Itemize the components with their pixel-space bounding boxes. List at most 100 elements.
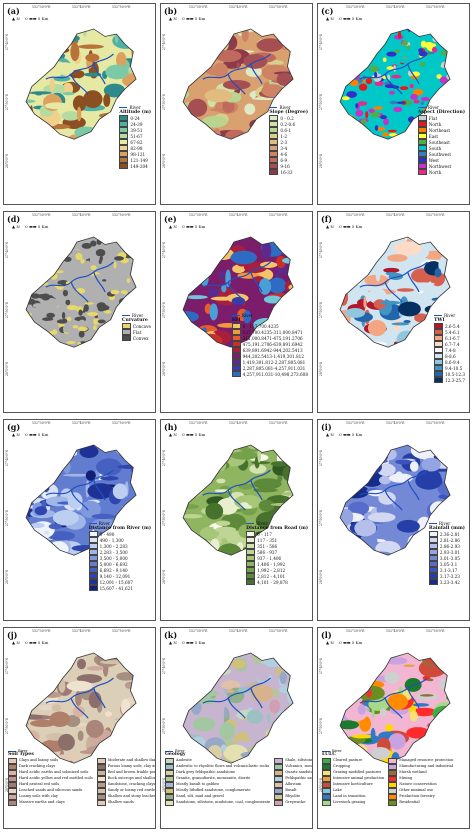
legend-item: 1,300 - 2,283 <box>88 543 151 550</box>
legend-item: 937 - 1,406 <box>246 555 308 562</box>
basin-map-i <box>339 444 451 556</box>
river-label: River <box>279 105 291 110</box>
legend-i: River Rainfall (mm) 2.36-2.81 2.81-2.86 2.86… <box>428 521 465 586</box>
legend-swatch <box>246 567 256 574</box>
legend-item: Greywacke <box>274 799 312 806</box>
river-swatch <box>119 107 128 109</box>
legend-item-label: Rock outcrops and shallow soils <box>107 776 156 781</box>
legend-item: 0.6-1 <box>269 127 308 134</box>
legend-swatch <box>119 145 129 152</box>
latitude-tick: 27°50'0"S <box>5 302 9 319</box>
longitude-tick: 152°50'0"E <box>426 629 445 633</box>
river-line <box>202 53 271 95</box>
legend-item: 6.1-6.7 <box>433 335 465 342</box>
legend-item: 6.7-7.4 <box>433 341 465 348</box>
legend-swatch <box>96 793 106 800</box>
legend-title: Distance from Road (m) <box>246 526 308 532</box>
latitude-tick: 27°40'0"S <box>5 34 9 51</box>
latitude-tick: 28°0'0"S <box>5 154 9 169</box>
legend-item: Loamy soils with clay <box>8 793 93 800</box>
legend-item-label: 67-82 <box>130 139 143 145</box>
legend-item: 2.86-2.93 <box>428 543 465 550</box>
legend-swatch <box>165 799 174 806</box>
legend-item-label: Greywacke <box>285 800 306 805</box>
legend-item: 6,692 - 9,140 <box>88 567 151 574</box>
legend-c: River Aspect (Direction) Flat North Northeas… <box>417 105 465 176</box>
legend-item-label: Concave <box>132 323 151 329</box>
legend-item: Northwest <box>417 163 465 170</box>
legend-item-label: Feldspathic sandstone <box>285 776 312 781</box>
legend-item: Land in transition <box>322 793 384 800</box>
legend-items: Cleared pasture Cropping Grazing modified … <box>322 757 465 806</box>
scale-bar: 0 ▬▬ 5 <box>23 224 42 229</box>
map-panel-l: (l) 152°30'0"E 152°40'0"E 152°50'0"E 27°40'0… <box>317 627 470 829</box>
legend-item-label: Convex <box>132 335 149 341</box>
longitude-tick: 152°40'0"E <box>386 5 405 9</box>
legend-swatch <box>96 787 106 794</box>
legend-item-label: Flat <box>132 329 142 335</box>
legend-item: Rock outcrops and shallow soils <box>96 775 156 782</box>
legend-swatch <box>88 585 98 592</box>
legend-item-label: 6,692 - 9,140 <box>99 567 128 573</box>
legend-item-label: 0-24 <box>130 115 140 121</box>
legend-swatch <box>165 793 174 800</box>
longitude-tick: 152°30'0"E <box>32 421 51 425</box>
legend-swatch <box>246 579 256 586</box>
legend-item: 2.6-5.4 <box>433 323 465 330</box>
legend-column: Moderate and shallow dark cracking clays… <box>96 757 156 806</box>
legend-item-label: 12,091 - 15,607 <box>99 579 134 585</box>
north-label: N <box>329 224 334 229</box>
legend-swatch <box>8 781 17 788</box>
basin-map-g <box>25 444 137 556</box>
legend-item-label: 4,101 - 29,878 <box>257 579 288 585</box>
legend-item: Shallow and stony leached soils <box>96 793 155 800</box>
legend-item-label: 51-67 <box>130 133 143 139</box>
legend-f: River TWI 2.6-5.4 5.4-6.1 6.1-6.7 6.7-7.4 7.4-… <box>433 313 465 384</box>
legend-swatch <box>433 377 443 384</box>
legend-item: Red and brown friable porous earths <box>96 769 156 776</box>
legend-item: Basalt <box>274 787 312 794</box>
legend-swatch <box>428 567 438 574</box>
north-arrow: ▲ N 0 ▬▬ 5 Km <box>169 16 205 21</box>
legend-item: Sandy or loamy red earths <box>96 787 155 794</box>
legend-item: 2.93-3.01 <box>428 549 465 556</box>
legend-swatch <box>274 793 284 800</box>
legend-swatch <box>88 549 98 556</box>
legend-item: 0-24 <box>119 115 151 122</box>
legend-item-label: 2.6-5.4 <box>444 323 460 329</box>
legend-item-label: 3.01-3.05 <box>439 555 460 561</box>
north-arrow: ▲ N 0 ▬▬ 5 Km <box>326 224 362 229</box>
legend-item: 3.1-3.17 <box>428 567 465 574</box>
legend-swatch <box>119 133 129 140</box>
legend-item-label: 9.4-10.5 <box>444 365 463 371</box>
panel-label: (k) <box>164 630 178 640</box>
legend-title: Curvature <box>121 318 148 324</box>
scale-unit-label: Km <box>198 16 206 21</box>
legend-swatch <box>269 145 279 152</box>
river-line <box>202 677 271 719</box>
scale-unit-label: Km <box>41 16 49 21</box>
legend-item-label: Rhyolite <box>285 794 301 799</box>
legend-title: Slope (Degree) <box>269 110 308 116</box>
legend-item-label: 2,283 - 3,500 <box>99 549 128 555</box>
north-label: N <box>329 640 334 645</box>
legend-items: Concave Flat Convex <box>121 323 151 342</box>
legend-item-label: 0.6-1 <box>280 127 292 133</box>
north-label: N <box>329 16 334 21</box>
legend-swatch <box>417 145 427 152</box>
legend-title: LULC <box>322 752 336 758</box>
legend-swatch <box>417 139 427 146</box>
north-label: N <box>172 640 177 645</box>
latitude-tick: 27°40'0"S <box>5 242 9 259</box>
scale-unit-label: Km <box>355 432 363 437</box>
longitude-tick: 152°40'0"E <box>72 5 91 9</box>
legend-item-label: Livestock grazing <box>333 800 366 805</box>
legend-item: West <box>417 157 465 164</box>
legend-item-label: Red and brown friable porous earths <box>107 770 156 775</box>
legend-swatch <box>88 543 98 550</box>
legend-e: River SPI 0 - 137,700.4235 137,700.4235-311… <box>231 313 308 378</box>
latitude-tick: 28°0'0"S <box>162 570 166 585</box>
legend-swatch <box>269 121 279 128</box>
legend-item-label: 311,000.8471-475,191.2706 <box>242 335 303 341</box>
legend-item: Volcanics, mostly basaltic lavas <box>274 763 312 770</box>
